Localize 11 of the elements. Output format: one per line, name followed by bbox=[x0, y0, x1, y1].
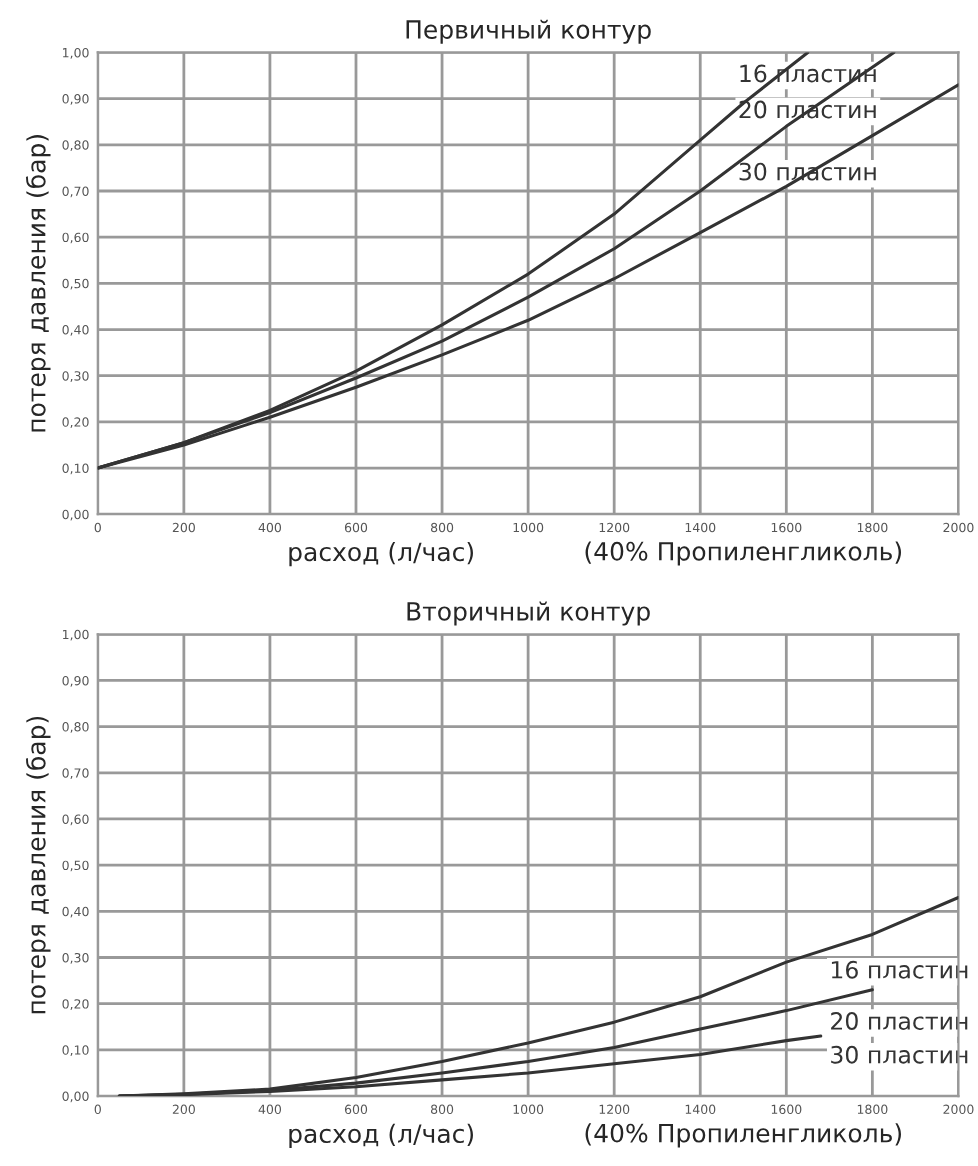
x-axis-title: расход (л/час) bbox=[289, 1123, 473, 1148]
y-axis-title: потеря давления (бар) bbox=[25, 716, 51, 1014]
chart-title: Вторичный контур bbox=[407, 601, 650, 626]
series-label: 16 пластин bbox=[831, 960, 968, 979]
series-label: 30 пластин bbox=[831, 1045, 968, 1064]
x-axis-title: расход (л/час) bbox=[289, 541, 473, 567]
chart-title: Первичный контур bbox=[406, 19, 651, 44]
y-axis-title: потеря давления (бар) bbox=[25, 135, 51, 432]
series-label: 20 пластин bbox=[831, 1012, 968, 1030]
text: (40% Пропиленгликоль) bbox=[585, 541, 901, 566]
text: (40% Пропиленгликоль) bbox=[585, 1123, 901, 1148]
